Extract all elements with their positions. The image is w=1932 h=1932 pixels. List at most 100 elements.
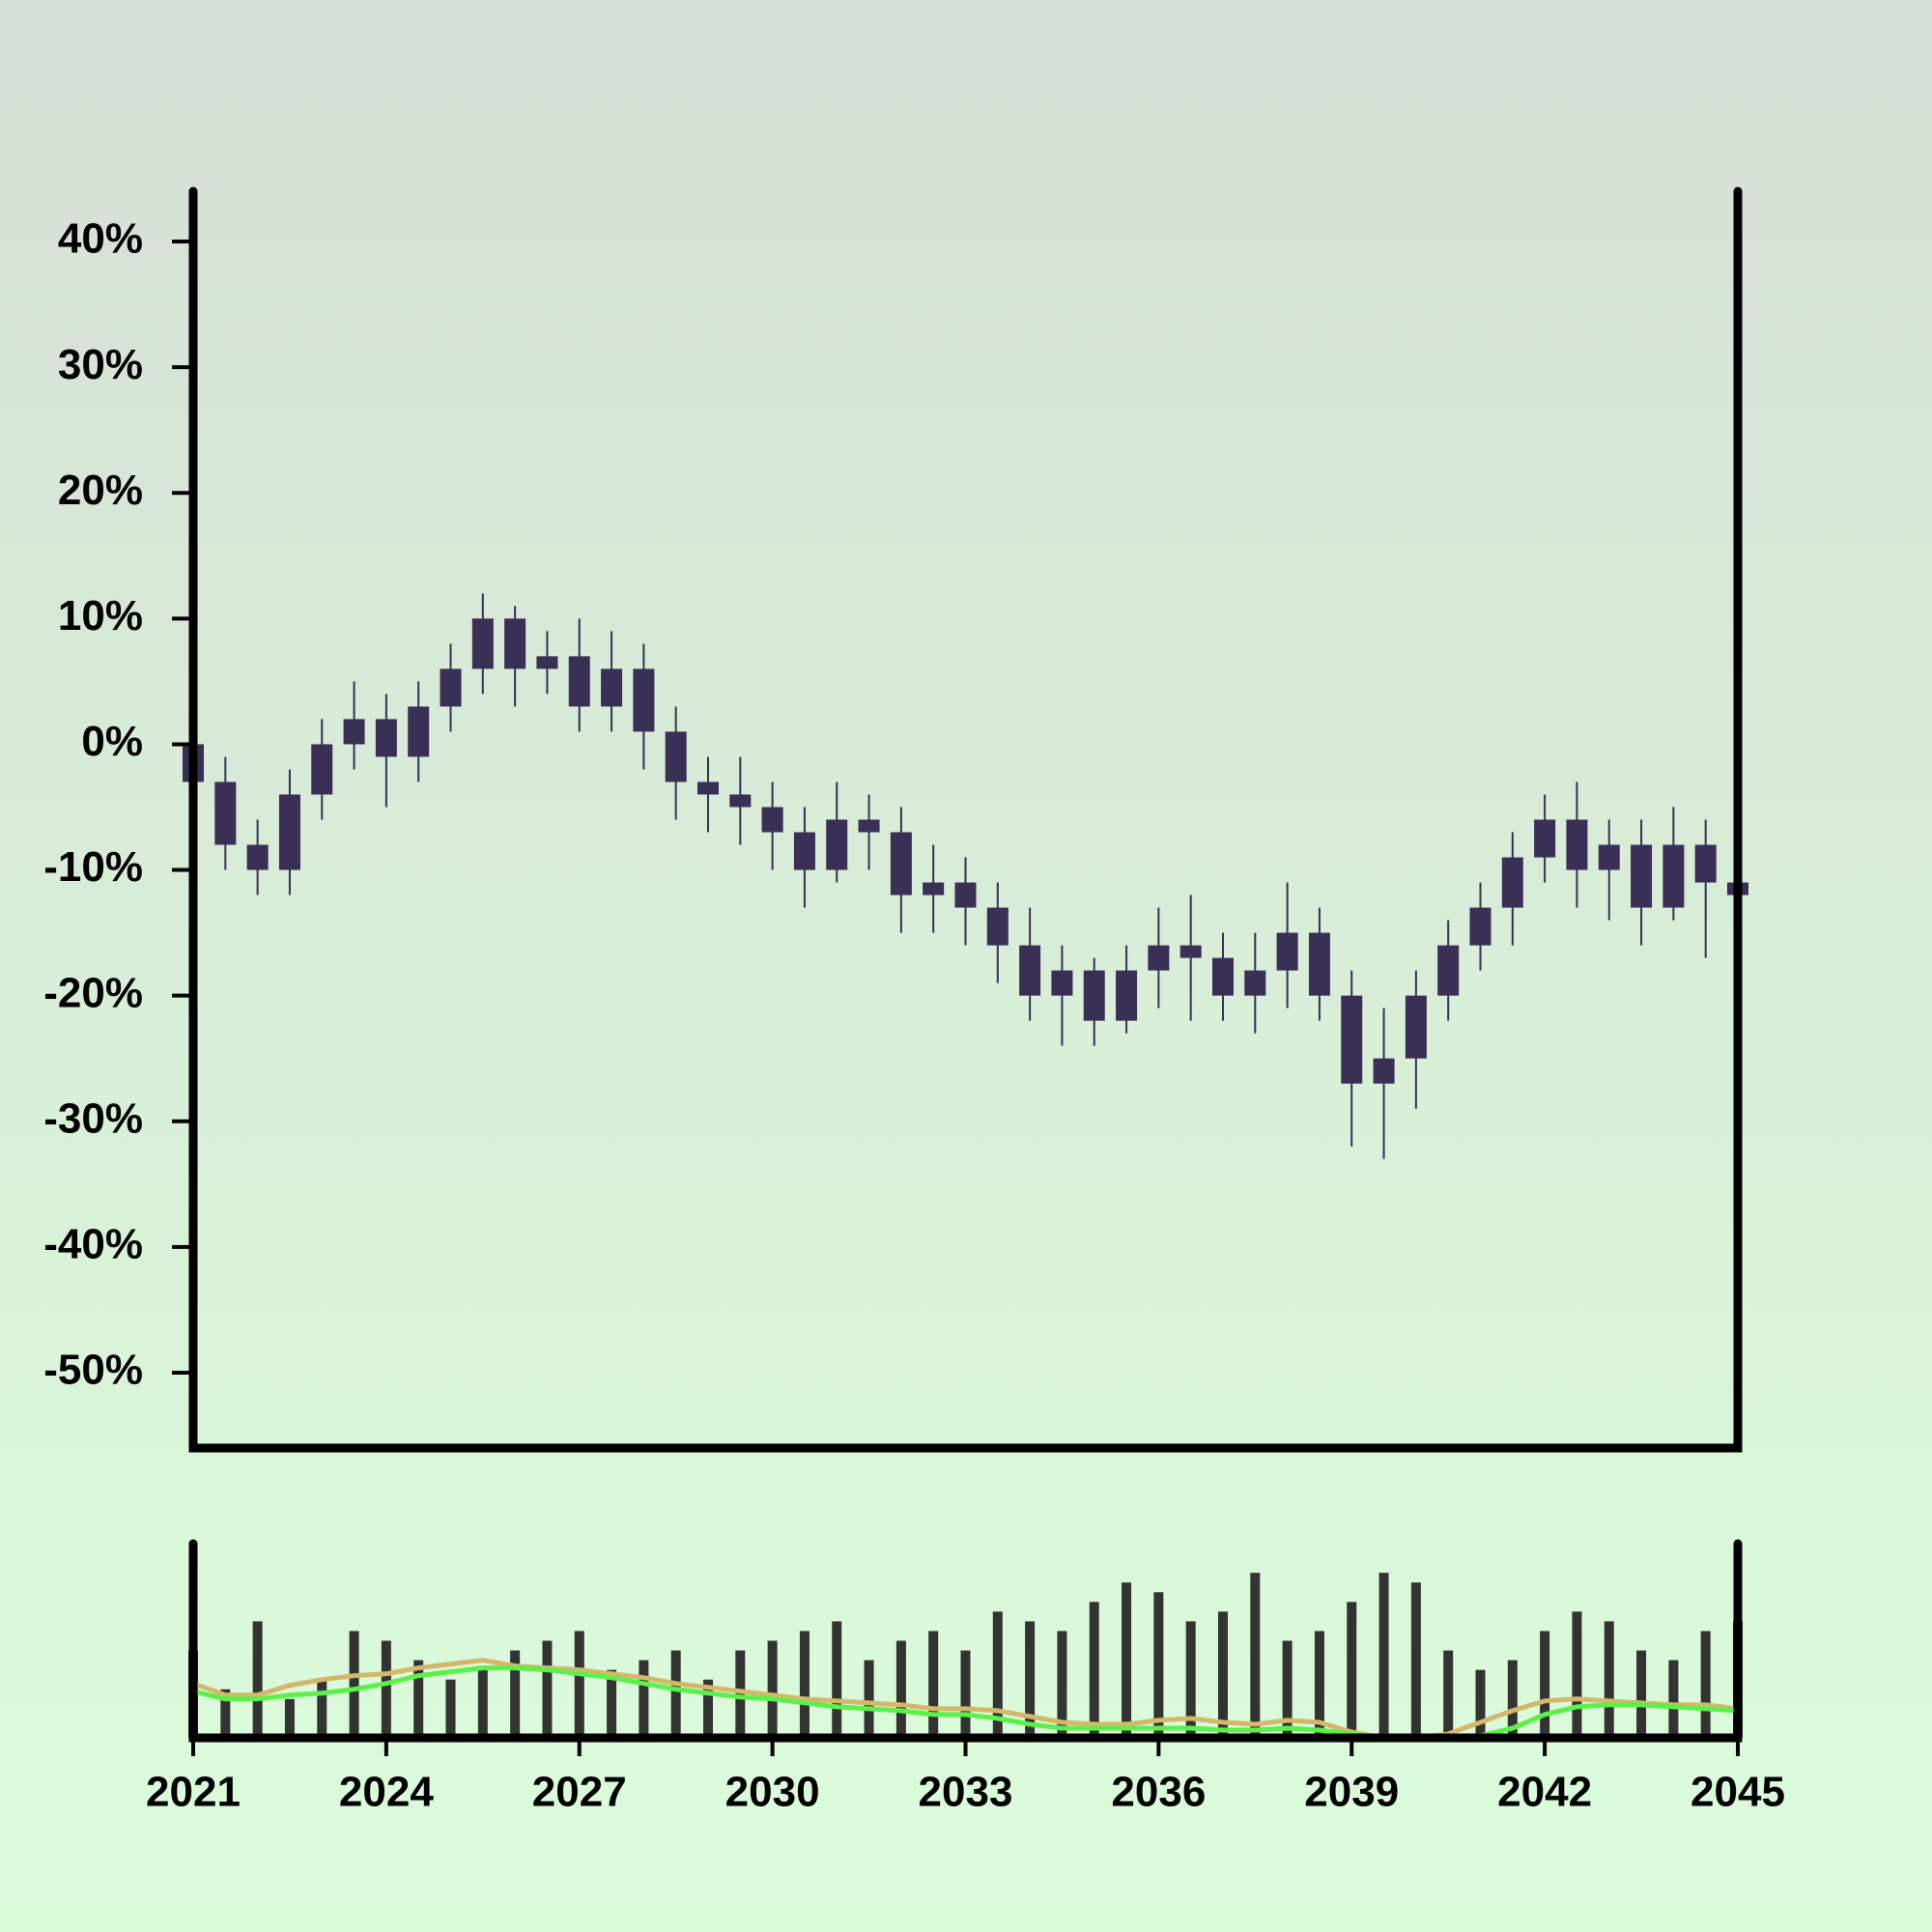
volume-bar xyxy=(381,1640,391,1738)
candle-body xyxy=(471,618,494,669)
volume-bar xyxy=(284,1698,295,1738)
volume-bar xyxy=(317,1679,327,1738)
candle-body xyxy=(568,656,590,707)
volume-bar xyxy=(767,1640,778,1738)
candle-body xyxy=(1662,844,1685,908)
candle-body xyxy=(1019,945,1041,996)
volume-bar xyxy=(542,1640,553,1738)
volume-bar xyxy=(1700,1631,1711,1738)
volume-bar xyxy=(1668,1660,1679,1738)
y-tick-label: 30% xyxy=(58,341,143,388)
volume-bar xyxy=(832,1621,842,1738)
candle-body xyxy=(1051,970,1073,996)
y-tick-label: 0% xyxy=(81,718,143,765)
candle-body xyxy=(278,794,300,870)
x-tick-label: 2024 xyxy=(339,1769,434,1816)
volume-bar xyxy=(510,1650,521,1738)
candle-body xyxy=(954,882,977,908)
candle-body xyxy=(633,668,655,732)
candle-body xyxy=(1566,819,1588,870)
volume-bar xyxy=(1314,1631,1324,1738)
candle-body xyxy=(826,819,848,870)
candle-body xyxy=(858,819,880,833)
candle-body xyxy=(311,744,333,795)
x-tick-label: 2042 xyxy=(1497,1769,1592,1816)
volume-bar xyxy=(639,1660,649,1738)
volume-bar xyxy=(1604,1621,1614,1738)
candle-body xyxy=(1148,945,1170,971)
candle-body xyxy=(729,794,752,808)
y-tick-label: 20% xyxy=(58,467,143,514)
volume-bar xyxy=(1057,1631,1067,1738)
candle-body xyxy=(665,731,687,782)
volume-bar xyxy=(992,1611,1003,1738)
x-tick-label: 2039 xyxy=(1304,1769,1399,1816)
x-tick-label: 2030 xyxy=(725,1769,820,1816)
candle-body xyxy=(793,832,815,870)
candle-body xyxy=(214,781,237,845)
candle-body xyxy=(1631,844,1653,908)
candle-body xyxy=(1116,970,1138,1021)
y-tick-label: 10% xyxy=(58,592,143,639)
candle-body xyxy=(1276,932,1298,971)
volume-bar xyxy=(1540,1631,1550,1738)
x-tick-label: 2027 xyxy=(532,1769,627,1816)
y-tick-label: -30% xyxy=(43,1094,143,1142)
volume-bar xyxy=(220,1689,231,1738)
candle-body xyxy=(761,807,783,833)
candle-body xyxy=(1469,907,1492,946)
volume-bar xyxy=(574,1631,584,1738)
candle-body xyxy=(246,844,269,870)
candle-body xyxy=(1212,957,1234,996)
volume-bar xyxy=(1378,1573,1389,1738)
volume-bar xyxy=(670,1650,681,1738)
volume-bar xyxy=(477,1669,488,1738)
volume-bar xyxy=(1282,1640,1293,1738)
price-panel xyxy=(183,593,1748,1159)
candle-body xyxy=(1694,844,1717,883)
volume-bar xyxy=(1475,1669,1486,1738)
volume-bar xyxy=(1025,1621,1036,1738)
volume-bar xyxy=(1218,1611,1228,1738)
candle-body xyxy=(1308,932,1330,996)
volume-bar xyxy=(895,1640,906,1738)
candle-body xyxy=(1405,995,1427,1059)
volume-bar xyxy=(799,1631,810,1738)
volume-bar xyxy=(703,1679,713,1738)
y-tick-label: -40% xyxy=(43,1220,143,1267)
candle-body xyxy=(1244,970,1266,996)
candle-body xyxy=(601,668,623,707)
candle-body xyxy=(1179,945,1202,958)
volume-bar xyxy=(928,1631,939,1738)
y-tick-label: -10% xyxy=(43,843,143,891)
volume-bar xyxy=(1250,1573,1261,1738)
volume-bar xyxy=(735,1650,746,1738)
candle-body xyxy=(1341,995,1363,1084)
price-frame xyxy=(188,186,1743,1453)
volume-bar xyxy=(1507,1660,1518,1738)
candle-body xyxy=(1437,945,1460,996)
volume-bar xyxy=(864,1660,874,1738)
candle-body xyxy=(1373,1058,1395,1084)
x-tick-label: 2045 xyxy=(1690,1769,1785,1816)
volume-bar xyxy=(1122,1582,1132,1738)
volume-bar xyxy=(1185,1621,1196,1738)
moving-average-line xyxy=(193,1658,1738,1738)
volume-bar xyxy=(413,1660,424,1738)
candle-body xyxy=(536,656,558,669)
volume-bar xyxy=(1572,1611,1582,1738)
volume-panel xyxy=(188,1573,1743,1738)
volume-bar xyxy=(252,1621,263,1738)
candle-body xyxy=(375,719,397,757)
candle-body xyxy=(504,618,526,669)
y-tick-label: 40% xyxy=(58,215,143,263)
volume-bar xyxy=(607,1669,617,1738)
volume-bar xyxy=(1636,1650,1647,1738)
volume-bar xyxy=(445,1679,456,1738)
candle-body xyxy=(1501,857,1523,908)
y-tick-label: -20% xyxy=(43,969,143,1016)
candle-body xyxy=(1083,970,1105,1021)
x-tick-label: 2033 xyxy=(919,1769,1013,1816)
